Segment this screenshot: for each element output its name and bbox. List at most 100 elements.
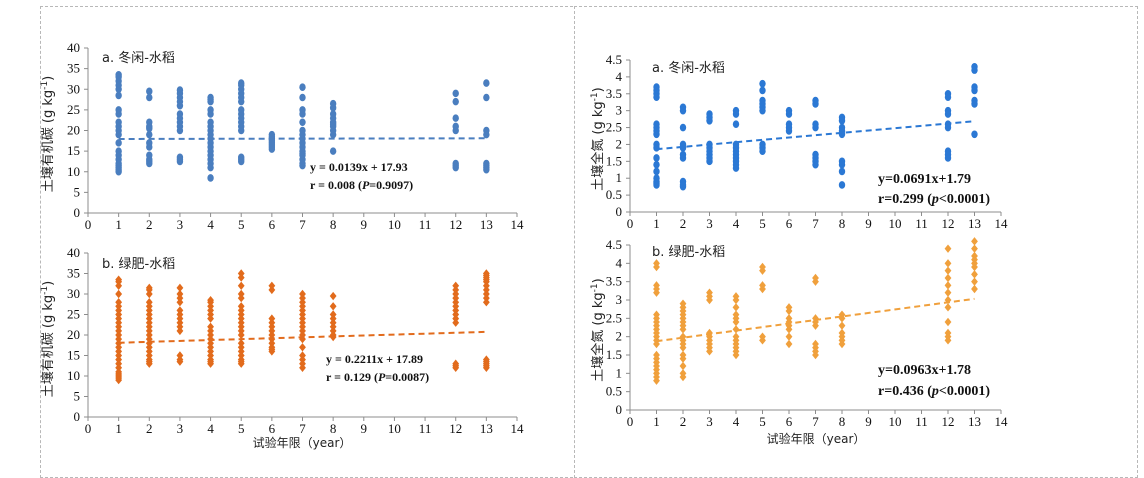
stat-tn-green: r=0.436 (p<0.0001) (878, 384, 990, 399)
y-tick-label: 2 (616, 329, 623, 344)
data-point (838, 167, 846, 176)
data-point (971, 244, 978, 253)
x-tick-label: 12 (449, 421, 462, 436)
data-point (944, 110, 952, 118)
data-point (838, 181, 846, 189)
data-point (679, 154, 687, 162)
data-point (944, 303, 952, 312)
x-tick-label: 9 (361, 217, 368, 232)
data-point (944, 273, 952, 283)
data-point (759, 284, 766, 294)
y-tick-label: 2.5 (606, 120, 622, 135)
data-point (483, 79, 490, 87)
x-tick-label: 0 (627, 216, 634, 231)
data-point (238, 157, 245, 166)
data-point (732, 120, 740, 128)
x-tick-label: 2 (146, 217, 153, 232)
data-point (653, 144, 660, 152)
data-point (146, 124, 153, 133)
data-point (146, 93, 153, 102)
data-point (299, 343, 306, 352)
y-tick-label: 1 (616, 365, 623, 380)
data-point (653, 167, 660, 176)
data-point (759, 336, 766, 345)
x-tick-label: 14 (511, 217, 525, 232)
data-point (237, 281, 245, 290)
data-point (145, 289, 153, 299)
data-point (299, 334, 306, 344)
data-point (145, 359, 153, 368)
data-point (482, 298, 490, 307)
data-point (706, 157, 713, 166)
y-tick-label: 40 (67, 245, 80, 260)
y-tick-label: 5 (74, 184, 81, 199)
data-point (971, 277, 978, 286)
data-point (115, 167, 122, 176)
chart-tn-green: b. 绿肥-水稻 土壤全氮 (g kg-1) y=0.0963x+1.78 r=… (590, 237, 1008, 446)
data-point (653, 160, 660, 169)
x-tick-label: 6 (269, 421, 276, 436)
x-tick-label: 13 (480, 217, 493, 232)
data-point (329, 291, 337, 301)
y-tick-label: 20 (67, 123, 80, 138)
data-point (944, 244, 952, 253)
figure-canvas: a. 冬闲-水稻 土壤有机碳 (g kg-1) y = 0.0139x + 17… (40, 40, 1008, 450)
y-tick-label: 1 (616, 170, 623, 185)
data-point (207, 174, 214, 182)
data-point (759, 79, 766, 88)
x-tick-label: 10 (388, 421, 401, 436)
x-tick-label: 4 (733, 414, 740, 429)
y-tick-label: 15 (67, 143, 80, 158)
y-tick-label: 3 (616, 103, 623, 118)
data-point (706, 117, 713, 125)
data-point (176, 157, 184, 166)
data-point (452, 363, 460, 372)
data-point (237, 293, 245, 303)
data-point (812, 123, 819, 132)
data-point (732, 350, 740, 360)
x-tick-label: 11 (915, 216, 928, 231)
data-point (971, 262, 978, 272)
data-point (971, 237, 978, 246)
x-tick-label: 4 (207, 217, 214, 232)
data-point (971, 66, 978, 74)
data-point (653, 181, 660, 189)
trend-line (656, 297, 975, 343)
data-point (971, 86, 978, 95)
data-point (237, 330, 245, 340)
x-tick-label: 11 (915, 414, 928, 429)
data-point (759, 106, 766, 115)
data-point (299, 83, 306, 91)
x-tick-label: 14 (995, 414, 1009, 429)
y-tick-label: 25 (67, 307, 80, 322)
equation-soc-green: y = 0.2211x + 17.89 (326, 352, 423, 366)
x-tick-label: 6 (786, 216, 793, 231)
data-point (732, 325, 740, 334)
data-point (329, 130, 337, 139)
data-point (785, 127, 793, 135)
data-point (679, 354, 687, 363)
data-point (176, 298, 184, 307)
y-tick-label: 2 (616, 136, 623, 151)
data-point (653, 262, 660, 272)
data-point (732, 317, 740, 327)
x-tick-label: 3 (706, 216, 713, 231)
y-tick-label: 4.5 (606, 52, 622, 67)
data-point (452, 126, 459, 135)
data-point (115, 85, 122, 94)
x-tick-label: 0 (85, 217, 92, 232)
x-tick-label: 1 (115, 421, 122, 436)
x-tick-label: 13 (480, 421, 493, 436)
y-axis-label-soc-fallow: 土壤有机碳 (g kg-1) (40, 76, 56, 192)
data-point (329, 147, 337, 155)
y-tick-label: 30 (67, 81, 80, 96)
data-point (115, 91, 122, 100)
data-point (207, 110, 214, 118)
y-tick-label: 4 (616, 69, 623, 84)
data-point (679, 182, 687, 191)
data-point (679, 123, 687, 132)
data-point (679, 106, 687, 115)
data-point (944, 336, 952, 345)
x-tick-label: 1 (653, 216, 660, 231)
data-point (115, 130, 122, 139)
